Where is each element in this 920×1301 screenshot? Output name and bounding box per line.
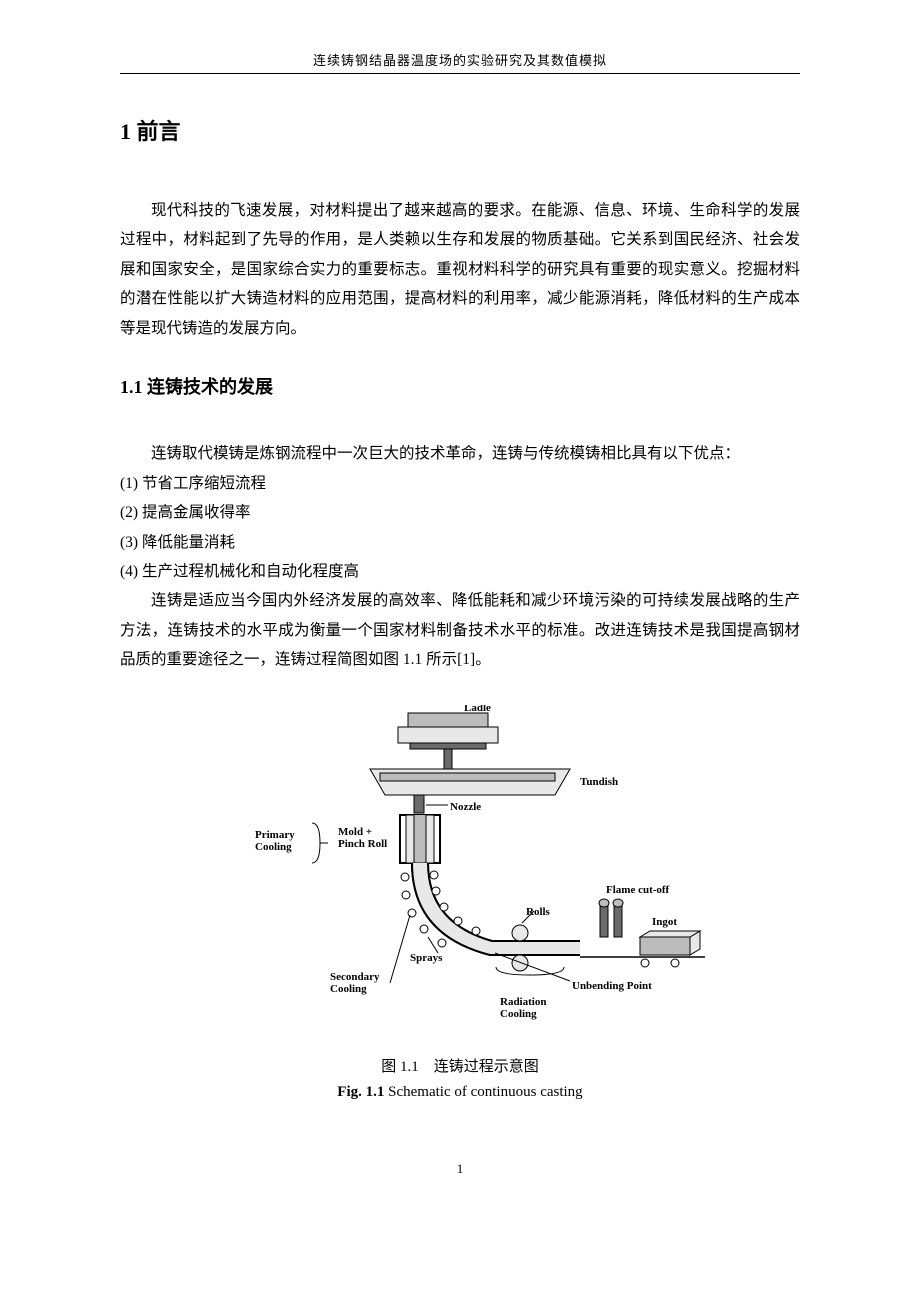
sprays-label: Sprays xyxy=(410,952,443,964)
secondary-cooling-label: Secondary Cooling xyxy=(330,971,382,995)
heading-1-1: 1.1 连铸技术的发展 xyxy=(120,373,800,399)
figure-1-1: Ladle Tundish Nozzle Primary Cooling Mo xyxy=(120,705,800,1101)
flame-label: Flame cut-off xyxy=(606,884,670,896)
flame-cutoff-icon xyxy=(599,899,623,937)
mold-label: Mold + Pinch Roll xyxy=(338,826,387,850)
list-item: (3) 降低能量消耗 xyxy=(120,528,800,557)
list-item: (4) 生产过程机械化和自动化程度高 xyxy=(120,557,800,586)
lead-paragraph: 连铸取代模铸是炼钢流程中一次巨大的技术革命，连铸与传统模铸相比具有以下优点： xyxy=(120,439,800,468)
nozzle-label: Nozzle xyxy=(450,801,481,813)
page-number: 1 xyxy=(120,1161,800,1177)
radiation-label: Radiation Cooling xyxy=(500,996,549,1020)
continuous-casting-diagram: Ladle Tundish Nozzle Primary Cooling Mo xyxy=(200,705,720,1025)
list-item: (2) 提高金属收得率 xyxy=(120,498,800,527)
ladle-icon: Ladle xyxy=(398,705,498,749)
tundish-label: Tundish xyxy=(580,776,618,788)
mold-icon xyxy=(400,815,440,863)
radiation-brace-icon xyxy=(496,967,564,975)
unbending-label: Unbending Point xyxy=(572,980,652,992)
pour-stream-1 xyxy=(444,749,452,769)
primary-cooling-label: Primary Cooling xyxy=(255,829,297,853)
brace-icon xyxy=(312,823,328,863)
figure-caption-en-rest: Schematic of continuous casting xyxy=(384,1084,582,1100)
list-item: (1) 节省工序缩短流程 xyxy=(120,469,800,498)
figure-caption-en-bold: Fig. 1.1 xyxy=(337,1084,384,1100)
figure-caption-en: Fig. 1.1 Schematic of continuous casting xyxy=(120,1084,800,1101)
nozzle-icon xyxy=(414,795,424,813)
figure-caption-cn: 图 1.1 连铸过程示意图 xyxy=(120,1055,800,1076)
ingot-label: Ingot xyxy=(652,916,677,928)
heading-1: 1 前言 xyxy=(120,114,800,146)
ingot-icon xyxy=(640,931,700,955)
running-head: 连续铸钢结晶器温度场的实验研究及其数值模拟 xyxy=(120,50,800,74)
rolls-label: Rolls xyxy=(526,906,551,918)
ladle-label: Ladle xyxy=(464,705,491,714)
intro-paragraph: 现代科技的飞速发展，对材料提出了越来越高的要求。在能源、信息、环境、生命科学的发… xyxy=(120,196,800,343)
paragraph-2: 连铸是适应当今国内外经济发展的高效率、降低能耗和减少环境污染的可持续发展战略的生… xyxy=(120,586,800,674)
page: 连续铸钢结晶器温度场的实验研究及其数值模拟 1 前言 现代科技的飞速发展，对材料… xyxy=(0,0,920,1217)
tundish-icon: Tundish xyxy=(370,769,618,795)
